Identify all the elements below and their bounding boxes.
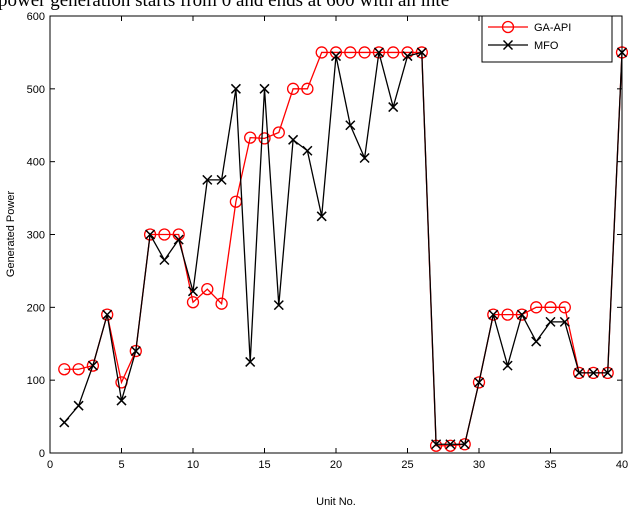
marker — [416, 47, 427, 58]
y-tick-label: 200 — [27, 302, 45, 314]
legend-label: MFO — [534, 40, 559, 52]
marker — [359, 152, 370, 164]
marker — [402, 51, 413, 62]
marker — [58, 363, 71, 376]
y-tick-label: 100 — [27, 375, 45, 387]
x-tick-label: 5 — [118, 459, 124, 471]
marker — [129, 344, 142, 358]
marker — [574, 367, 585, 378]
marker — [216, 174, 227, 185]
marker — [130, 346, 141, 357]
marker — [501, 20, 515, 34]
marker — [315, 46, 328, 59]
marker — [445, 439, 456, 450]
marker — [186, 296, 200, 309]
marker — [544, 301, 557, 314]
x-tick-label: 10 — [187, 459, 199, 471]
marker — [344, 46, 357, 59]
marker — [230, 83, 241, 94]
y-tick-label: 500 — [27, 84, 45, 96]
marker — [187, 286, 199, 297]
marker — [258, 132, 271, 145]
series-line — [64, 51, 623, 447]
marker — [201, 282, 214, 296]
marker — [302, 145, 313, 156]
caption: power generation starts from 0 and ends … — [0, 0, 449, 11]
marker — [515, 308, 529, 321]
marker — [473, 377, 485, 388]
plot-area — [50, 16, 622, 453]
marker — [202, 174, 213, 185]
x-tick-label: 35 — [544, 459, 556, 471]
marker — [516, 309, 527, 320]
marker — [145, 229, 156, 240]
marker — [602, 367, 613, 378]
legend: GA-API MFO — [481, 15, 613, 63]
marker — [502, 360, 513, 371]
x-tick-label: 15 — [258, 459, 270, 471]
marker — [272, 126, 285, 139]
marker — [72, 363, 85, 376]
marker — [330, 51, 342, 62]
y-axis-label: Generated Power — [5, 191, 17, 278]
marker — [215, 297, 228, 310]
marker — [86, 359, 100, 372]
y-tick-label: 400 — [27, 157, 45, 169]
x-axis-label: Unit No. — [316, 496, 356, 508]
marker — [388, 102, 399, 113]
marker — [87, 360, 98, 371]
marker — [588, 367, 599, 378]
marker — [288, 134, 299, 145]
marker — [158, 228, 171, 241]
marker — [372, 46, 386, 59]
marker — [444, 439, 457, 452]
marker — [487, 308, 500, 321]
marker — [159, 254, 170, 266]
marker — [530, 301, 543, 314]
marker — [116, 395, 127, 406]
y-tick-label: 300 — [27, 230, 45, 242]
marker — [273, 300, 284, 311]
marker — [488, 309, 499, 320]
marker — [472, 376, 486, 389]
marker — [545, 316, 556, 327]
x-tick-label: 20 — [330, 459, 342, 471]
y-tick-label: 600 — [27, 11, 45, 23]
marker — [259, 83, 270, 94]
marker — [245, 356, 256, 367]
legend-label: GA-API — [534, 22, 571, 34]
x-tick-label: 0 — [47, 459, 53, 471]
marker — [387, 46, 400, 59]
y-tick-label: 0 — [39, 448, 45, 460]
marker — [431, 439, 442, 450]
marker — [301, 82, 314, 95]
x-tick-label: 40 — [616, 459, 628, 471]
marker — [373, 47, 384, 58]
marker — [531, 336, 542, 347]
marker — [102, 309, 113, 320]
marker — [59, 417, 70, 428]
marker — [244, 131, 257, 144]
marker — [559, 316, 570, 327]
marker — [101, 308, 114, 321]
marker — [316, 211, 327, 222]
marker — [143, 228, 157, 241]
marker — [558, 301, 571, 314]
marker — [345, 120, 356, 131]
marker — [358, 46, 371, 59]
marker — [459, 439, 470, 450]
marker — [286, 82, 300, 95]
plot — [58, 46, 628, 452]
x-tick-label: 30 — [473, 459, 485, 471]
series-line — [63, 51, 623, 445]
marker — [73, 400, 84, 411]
marker — [173, 234, 184, 245]
marker — [502, 39, 514, 51]
marker — [501, 308, 514, 321]
x-tick-label: 25 — [401, 459, 413, 471]
